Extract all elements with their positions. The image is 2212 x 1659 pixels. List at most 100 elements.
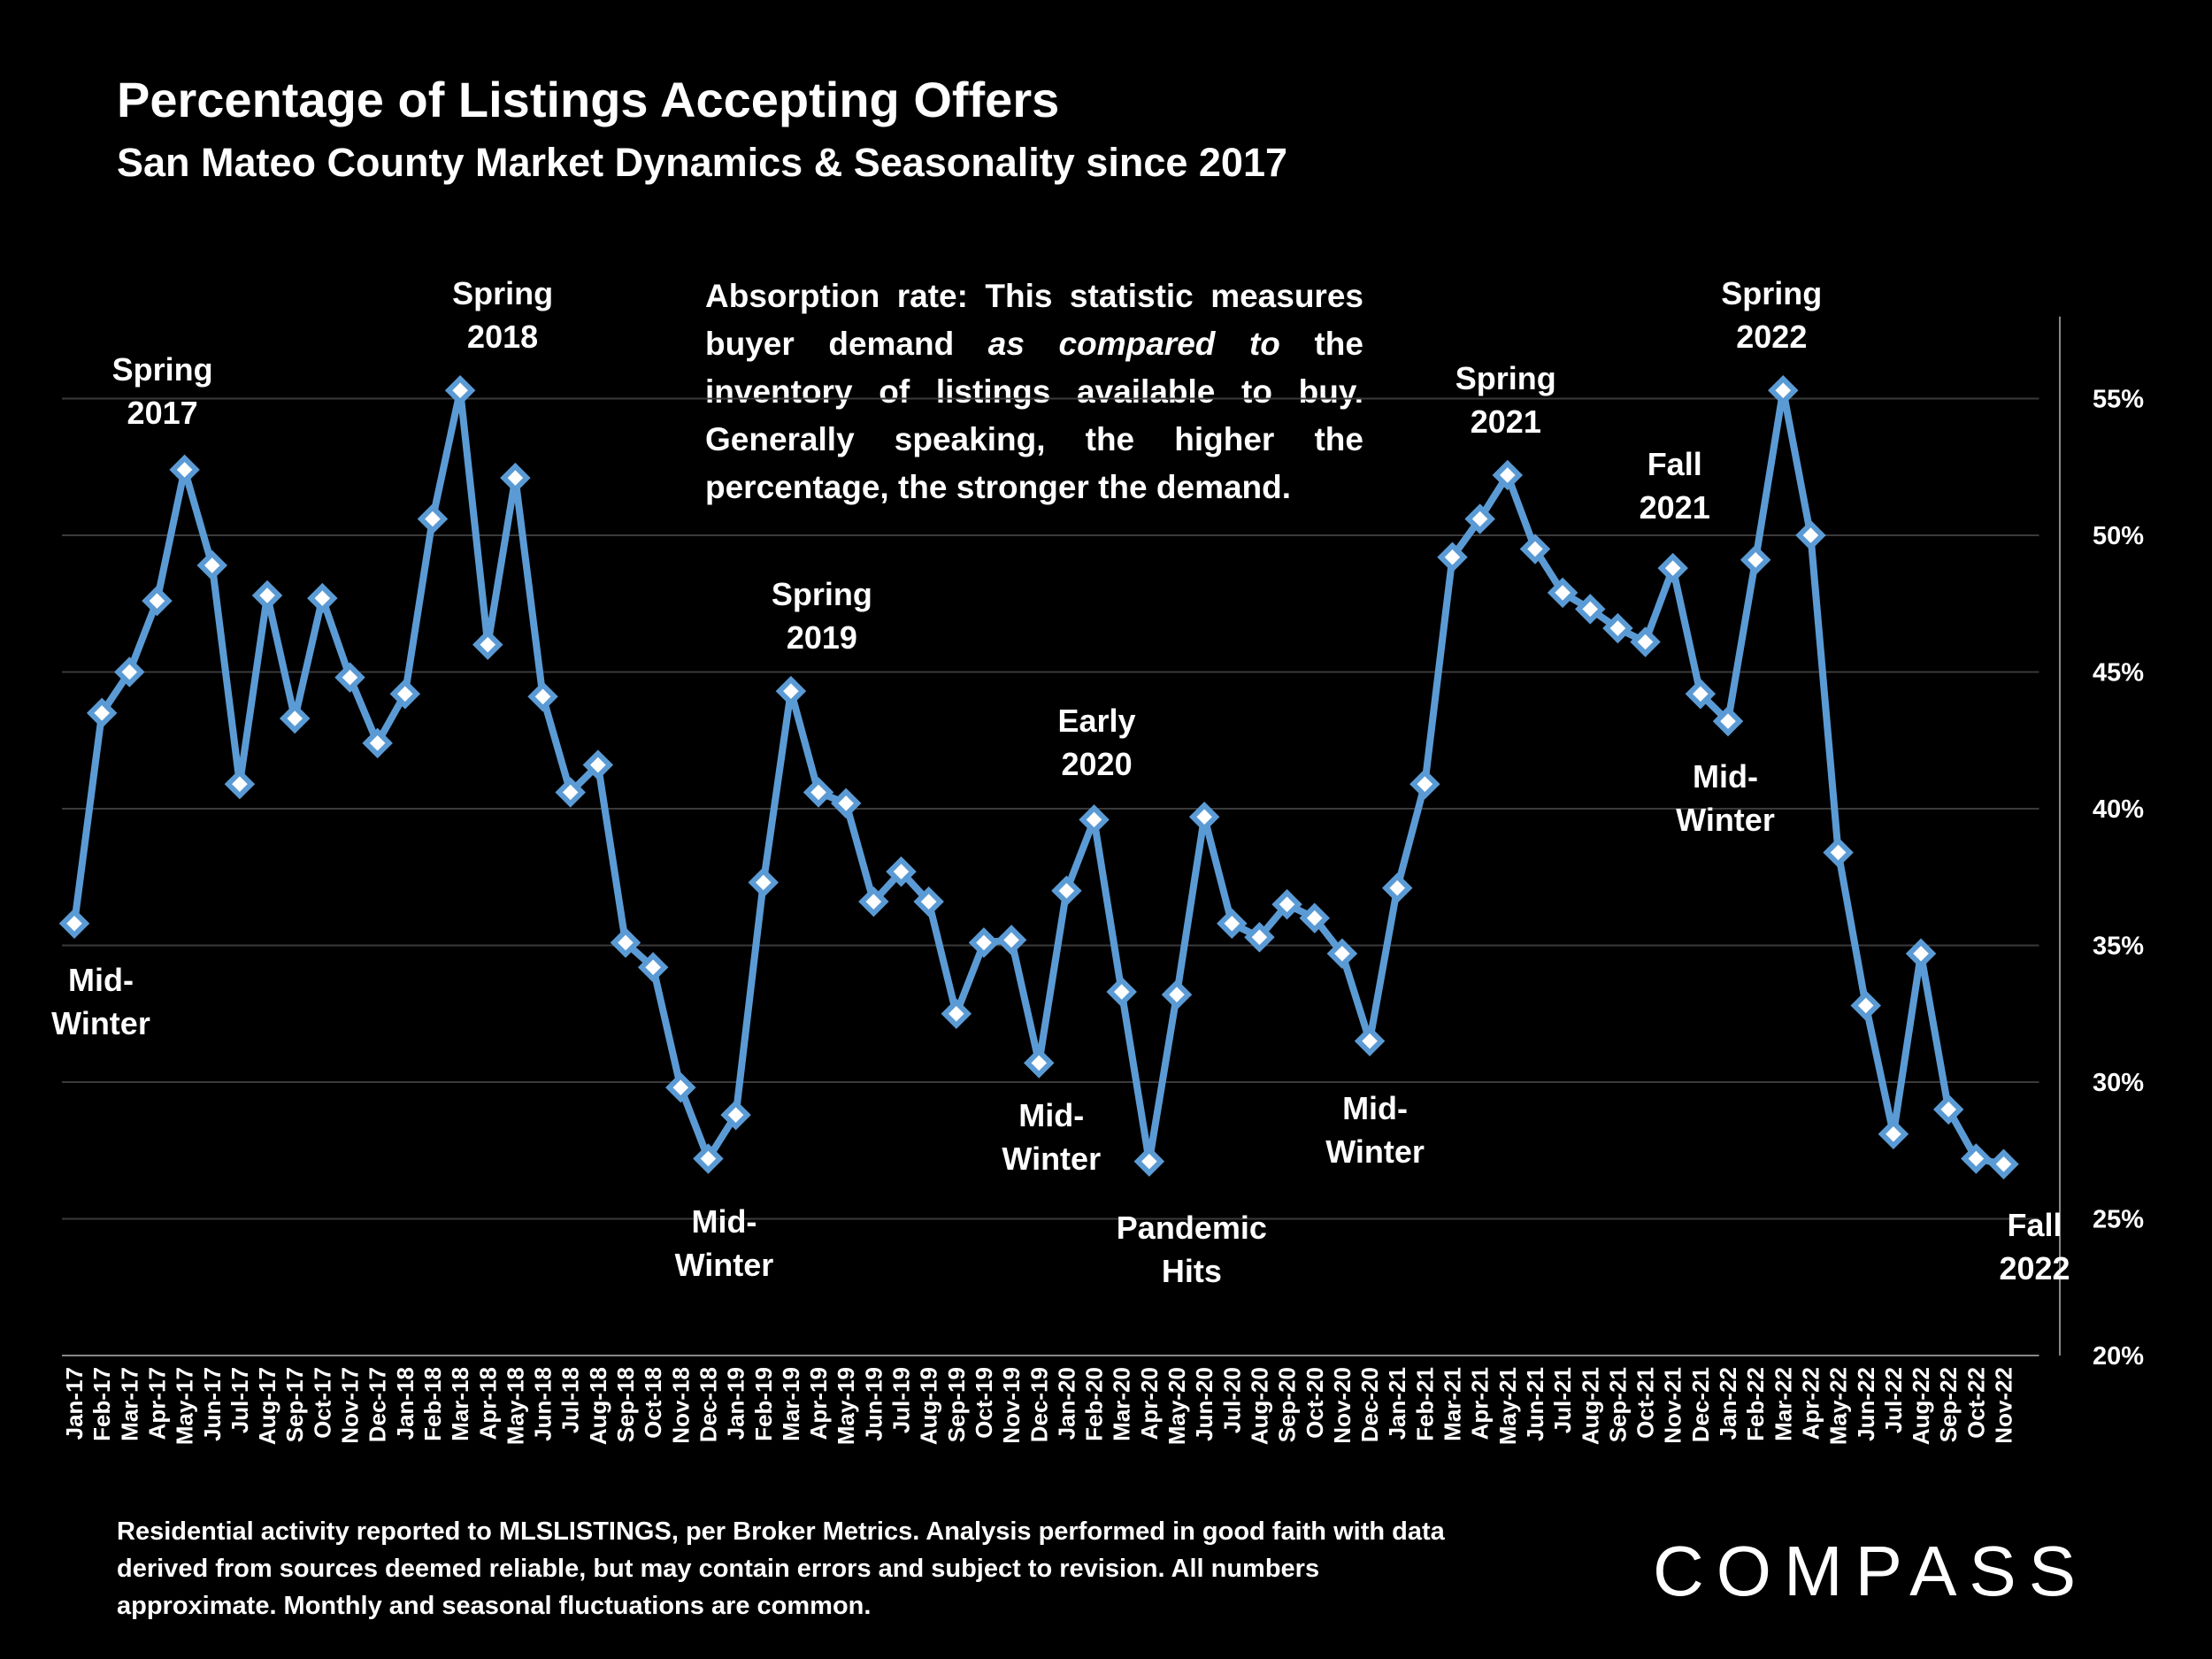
x-tick-label: Nov-19: [998, 1367, 1025, 1444]
data-point-marker: [1024, 1048, 1055, 1079]
data-point-marker: [1878, 1118, 1909, 1149]
annotation-line: 2021: [1471, 403, 1541, 440]
compass-logo: COMPASS: [1653, 1532, 2089, 1610]
x-tick-label: Sep-18: [612, 1367, 639, 1442]
x-tick-label: Jan-22: [1715, 1367, 1741, 1440]
x-tick-label: Dec-21: [1687, 1367, 1714, 1442]
data-point-marker: [1823, 837, 1854, 868]
x-tick-label: Jul-21: [1549, 1367, 1576, 1433]
x-tick-label: Feb-22: [1742, 1367, 1769, 1441]
x-tick-label: Jun-18: [530, 1367, 557, 1441]
data-point-marker: [1575, 594, 1606, 625]
y-tick-label: 40%: [2093, 795, 2144, 824]
y-tick-label: 25%: [2093, 1206, 2144, 1234]
x-tick-label: Mar-18: [447, 1367, 473, 1441]
data-point-marker: [555, 777, 586, 808]
x-tick-label: Aug-19: [916, 1367, 942, 1445]
x-tick-label: Aug-20: [1246, 1367, 1272, 1445]
data-point-marker: [500, 462, 531, 494]
data-point-marker: [334, 662, 365, 693]
data-point-marker: [582, 749, 614, 780]
data-point-marker: [1602, 612, 1633, 644]
annotation-line: Spring: [112, 351, 213, 388]
x-tick-label: May-19: [833, 1367, 859, 1445]
annotation-line: Hits: [1162, 1253, 1222, 1289]
x-tick-label: Jul-20: [1218, 1367, 1245, 1433]
x-tick-label: Jul-18: [557, 1367, 584, 1433]
annotation-line: 2017: [127, 395, 198, 431]
annotation-line: Winter: [51, 1005, 150, 1041]
x-tick-label: Nov-21: [1660, 1367, 1686, 1444]
annotation-line: 2021: [1640, 489, 1710, 526]
data-point-marker: [775, 675, 807, 707]
annotation-line: Mid-: [1693, 758, 1758, 795]
x-axis-ticks: Jan-17 Feb-17 Mar-17 Apr-17 May-17 Jun-17 Jul-…: [61, 1367, 2017, 1445]
x-tick-label: Mar-21: [1440, 1367, 1466, 1441]
y-tick-label: 20%: [2093, 1342, 2144, 1371]
data-point-marker: [1188, 802, 1220, 833]
data-point-marker: [307, 582, 338, 614]
annotation-label: Early 2020: [1058, 703, 1136, 782]
data-point-marker: [1712, 705, 1744, 737]
x-tick-label: Feb-19: [750, 1367, 777, 1441]
annotation-line: 2022: [1736, 319, 1807, 355]
data-point-marker: [1133, 1146, 1165, 1177]
data-point-marker: [1217, 908, 1248, 940]
data-point-marker: [830, 787, 862, 819]
y-tick-label: 45%: [2093, 659, 2144, 687]
data-point-marker: [169, 454, 200, 486]
annotation-line: Spring: [1721, 275, 1822, 311]
data-point-marker: [1988, 1148, 2019, 1179]
annotation-line: 2020: [1062, 746, 1133, 782]
annotation-label: Mid- Winter: [1676, 758, 1775, 838]
data-point-marker: [1492, 459, 1524, 491]
data-point-marker: [1547, 577, 1578, 609]
annotation-label: Spring 2022: [1721, 275, 1822, 355]
annotation-line: Early: [1058, 703, 1136, 739]
annotation-label: Spring 2018: [452, 275, 553, 355]
annotation-label: Spring 2017: [112, 351, 213, 431]
annotation-label: Mid- Winter: [1002, 1097, 1101, 1177]
x-tick-label: Aug-18: [585, 1367, 611, 1445]
x-tick-label: Feb-20: [1081, 1367, 1108, 1441]
x-tick-label: Feb-21: [1411, 1367, 1438, 1441]
x-tick-label: Jun-20: [1191, 1367, 1217, 1441]
data-point-marker: [913, 886, 944, 918]
data-point-marker: [1271, 888, 1302, 920]
x-tick-label: Mar-19: [778, 1367, 804, 1441]
annotation-label: Mid- Winter: [1325, 1090, 1425, 1170]
x-tick-label: Jan-18: [392, 1367, 419, 1440]
data-point-marker: [748, 867, 779, 898]
annotation-line: Fall: [1647, 446, 1702, 482]
x-tick-label: Jul-17: [227, 1367, 253, 1433]
data-point-marker: [1464, 503, 1495, 534]
data-point-marker: [1740, 544, 1771, 576]
x-tick-label: Jan-19: [723, 1367, 749, 1440]
x-tick-label: Feb-18: [419, 1367, 446, 1441]
data-point-marker: [1519, 534, 1551, 565]
data-point-marker: [279, 703, 311, 734]
data-point-marker: [1244, 921, 1275, 953]
annotation-label: Pandemic Hits: [1117, 1210, 1267, 1289]
y-axis-ticks: 20% 25% 30% 35% 40% 45% 50% 55%: [2093, 386, 2144, 1371]
data-point-marker: [968, 927, 1000, 958]
data-point-marker: [1161, 979, 1193, 1010]
data-point-marker: [1932, 1094, 1964, 1125]
annotation-line: 2022: [1999, 1250, 2070, 1286]
data-point-marker: [1354, 1025, 1386, 1056]
x-tick-label: Sep-22: [1935, 1367, 1962, 1442]
data-point-marker: [1409, 768, 1440, 800]
data-point-marker: [1326, 938, 1358, 970]
x-tick-label: Apr-22: [1797, 1367, 1824, 1440]
x-tick-label: Sep-19: [943, 1367, 970, 1442]
x-tick-label: Oct-19: [971, 1367, 997, 1439]
x-tick-label: Dec-17: [365, 1367, 391, 1442]
x-tick-label: Oct-21: [1632, 1367, 1659, 1439]
y-tick-label: 50%: [2093, 522, 2144, 550]
x-tick-label: Oct-20: [1302, 1367, 1328, 1439]
x-tick-label: Apr-17: [143, 1367, 170, 1440]
chart-subtitle: San Mateo County Market Dynamics & Seaso…: [117, 140, 1287, 185]
annotation-line: Fall: [2007, 1207, 2062, 1243]
x-tick-label: Dec-18: [695, 1367, 721, 1442]
